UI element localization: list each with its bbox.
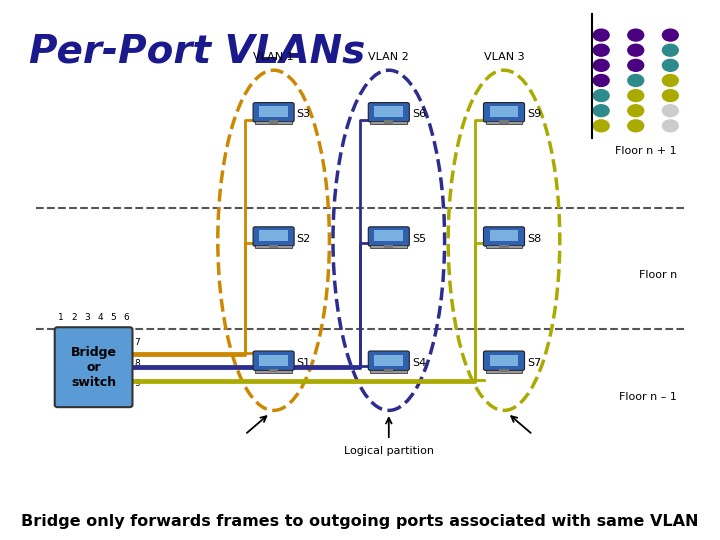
FancyBboxPatch shape — [500, 120, 508, 124]
FancyBboxPatch shape — [490, 355, 518, 366]
Text: S9: S9 — [527, 110, 541, 119]
FancyBboxPatch shape — [485, 121, 523, 124]
FancyBboxPatch shape — [374, 106, 403, 117]
FancyBboxPatch shape — [500, 245, 508, 248]
FancyBboxPatch shape — [384, 245, 393, 248]
Text: Bridge only forwards frames to outgoing ports associated with same VLAN: Bridge only forwards frames to outgoing … — [22, 514, 698, 529]
Circle shape — [628, 120, 644, 132]
Circle shape — [628, 105, 644, 117]
Circle shape — [593, 29, 609, 41]
FancyBboxPatch shape — [259, 231, 288, 241]
Text: 2: 2 — [71, 313, 77, 322]
Circle shape — [662, 29, 678, 41]
Text: Bridge
or
switch: Bridge or switch — [71, 346, 117, 389]
FancyBboxPatch shape — [490, 106, 518, 117]
Text: Floor n – 1: Floor n – 1 — [619, 392, 677, 402]
Circle shape — [662, 44, 678, 56]
Circle shape — [628, 90, 644, 102]
FancyBboxPatch shape — [55, 327, 132, 407]
Text: S4: S4 — [412, 358, 426, 368]
FancyBboxPatch shape — [259, 106, 288, 117]
FancyBboxPatch shape — [269, 120, 278, 124]
Text: S2: S2 — [297, 234, 311, 244]
Circle shape — [593, 44, 609, 56]
FancyBboxPatch shape — [371, 121, 408, 124]
Circle shape — [593, 75, 609, 86]
FancyBboxPatch shape — [484, 103, 524, 122]
Text: S8: S8 — [527, 234, 541, 244]
FancyBboxPatch shape — [253, 227, 294, 246]
Circle shape — [628, 29, 644, 41]
Circle shape — [628, 75, 644, 86]
FancyBboxPatch shape — [371, 369, 408, 373]
Text: S3: S3 — [297, 110, 311, 119]
FancyBboxPatch shape — [253, 351, 294, 370]
Circle shape — [662, 120, 678, 132]
FancyBboxPatch shape — [255, 245, 292, 248]
Circle shape — [593, 59, 609, 71]
Text: Logical partition: Logical partition — [344, 446, 433, 456]
FancyBboxPatch shape — [369, 103, 409, 122]
FancyBboxPatch shape — [384, 120, 393, 124]
Circle shape — [662, 59, 678, 71]
FancyBboxPatch shape — [269, 369, 278, 373]
FancyBboxPatch shape — [369, 227, 409, 246]
FancyBboxPatch shape — [484, 227, 524, 246]
Text: Floor n + 1: Floor n + 1 — [615, 146, 677, 156]
Text: 5: 5 — [110, 313, 116, 322]
Text: Per-Port VLANs: Per-Port VLANs — [29, 32, 365, 70]
FancyBboxPatch shape — [255, 121, 292, 124]
Text: 4: 4 — [97, 313, 103, 322]
FancyBboxPatch shape — [374, 355, 403, 366]
Text: 1: 1 — [58, 313, 64, 322]
FancyBboxPatch shape — [485, 369, 523, 373]
Text: S5: S5 — [412, 234, 426, 244]
Circle shape — [628, 59, 644, 71]
FancyBboxPatch shape — [269, 245, 278, 248]
Text: S6: S6 — [412, 110, 426, 119]
Text: VLAN 1: VLAN 1 — [253, 52, 294, 62]
FancyBboxPatch shape — [255, 369, 292, 373]
Text: S1: S1 — [297, 358, 311, 368]
FancyBboxPatch shape — [369, 351, 409, 370]
FancyBboxPatch shape — [371, 245, 408, 248]
FancyBboxPatch shape — [384, 369, 393, 373]
Text: VLAN 2: VLAN 2 — [369, 52, 409, 62]
FancyBboxPatch shape — [253, 103, 294, 122]
Text: 9: 9 — [134, 380, 140, 388]
FancyBboxPatch shape — [500, 369, 508, 373]
Circle shape — [662, 105, 678, 117]
Circle shape — [662, 90, 678, 102]
Circle shape — [593, 105, 609, 117]
Circle shape — [628, 44, 644, 56]
Circle shape — [593, 90, 609, 102]
Text: VLAN 3: VLAN 3 — [484, 52, 524, 62]
Text: 8: 8 — [134, 359, 140, 368]
Text: 6: 6 — [123, 313, 129, 322]
FancyBboxPatch shape — [490, 231, 518, 241]
FancyBboxPatch shape — [484, 351, 524, 370]
Circle shape — [593, 120, 609, 132]
Text: Floor n: Floor n — [639, 271, 677, 280]
Text: 3: 3 — [84, 313, 90, 322]
FancyBboxPatch shape — [374, 231, 403, 241]
Circle shape — [662, 75, 678, 86]
Text: 7: 7 — [134, 339, 140, 347]
Text: S7: S7 — [527, 358, 541, 368]
FancyBboxPatch shape — [259, 355, 288, 366]
FancyBboxPatch shape — [485, 245, 523, 248]
